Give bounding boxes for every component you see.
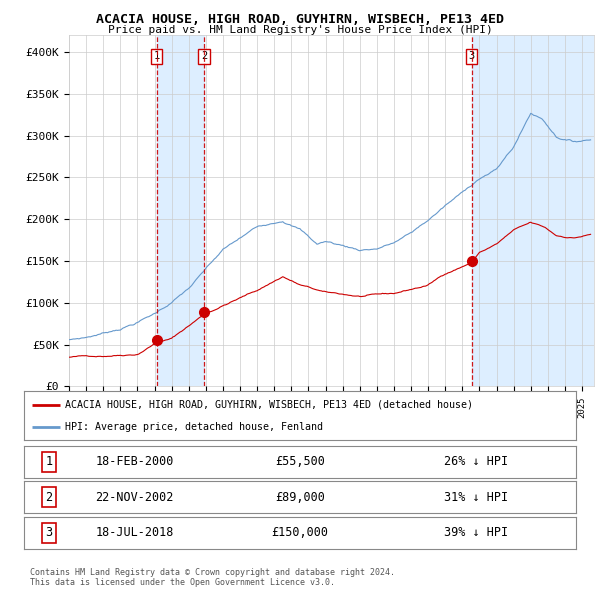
Text: 2: 2 xyxy=(45,491,52,504)
Text: 1: 1 xyxy=(45,455,52,468)
Text: 3: 3 xyxy=(45,526,52,539)
Text: ACACIA HOUSE, HIGH ROAD, GUYHIRN, WISBECH, PE13 4ED: ACACIA HOUSE, HIGH ROAD, GUYHIRN, WISBEC… xyxy=(96,13,504,26)
Text: 39% ↓ HPI: 39% ↓ HPI xyxy=(443,526,508,539)
Text: 26% ↓ HPI: 26% ↓ HPI xyxy=(443,455,508,468)
Text: 31% ↓ HPI: 31% ↓ HPI xyxy=(443,491,508,504)
Text: Price paid vs. HM Land Registry's House Price Index (HPI): Price paid vs. HM Land Registry's House … xyxy=(107,25,493,35)
Bar xyxy=(157,35,204,386)
Text: £89,000: £89,000 xyxy=(275,491,325,504)
Text: Contains HM Land Registry data © Crown copyright and database right 2024.
This d: Contains HM Land Registry data © Crown c… xyxy=(30,568,395,587)
Text: ACACIA HOUSE, HIGH ROAD, GUYHIRN, WISBECH, PE13 4ED (detached house): ACACIA HOUSE, HIGH ROAD, GUYHIRN, WISBEC… xyxy=(65,399,473,409)
Text: 2: 2 xyxy=(201,51,207,61)
Text: £55,500: £55,500 xyxy=(275,455,325,468)
Text: 3: 3 xyxy=(469,51,475,61)
Text: 1: 1 xyxy=(154,51,160,61)
Text: 22-NOV-2002: 22-NOV-2002 xyxy=(95,491,173,504)
Bar xyxy=(472,35,594,386)
Text: £150,000: £150,000 xyxy=(271,526,329,539)
Text: HPI: Average price, detached house, Fenland: HPI: Average price, detached house, Fenl… xyxy=(65,422,323,432)
Text: 18-FEB-2000: 18-FEB-2000 xyxy=(95,455,173,468)
Text: 18-JUL-2018: 18-JUL-2018 xyxy=(95,526,173,539)
